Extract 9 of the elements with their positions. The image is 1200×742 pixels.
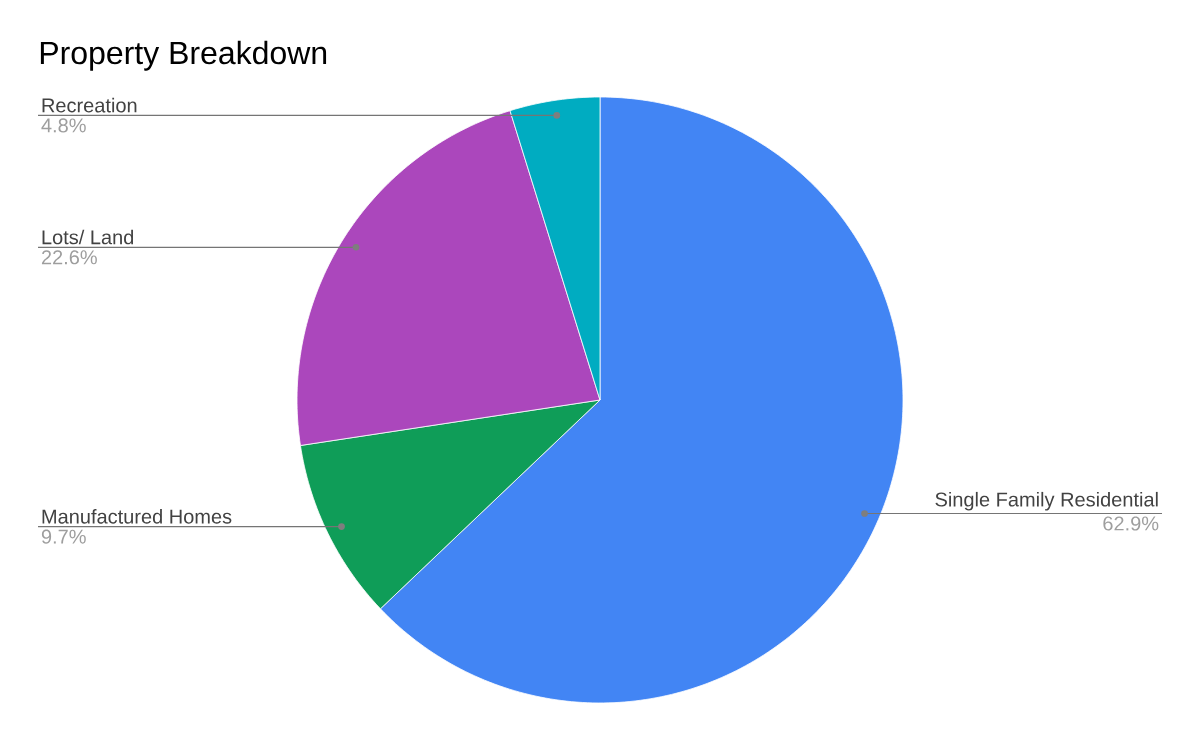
slice-label: Single Family Residential xyxy=(935,491,1158,511)
data-label: 62.9% xyxy=(1103,516,1159,531)
chart-title: Property Breakdown xyxy=(40,40,327,71)
slice-label: Recreation xyxy=(42,97,137,113)
slice-label: Lots/ Land xyxy=(42,229,134,245)
data-label: 22.6% xyxy=(41,250,97,265)
data-label: 4.8% xyxy=(41,118,86,133)
data-label: 9.7% xyxy=(41,529,86,544)
slice-label: Manufactured Homes xyxy=(42,509,232,524)
